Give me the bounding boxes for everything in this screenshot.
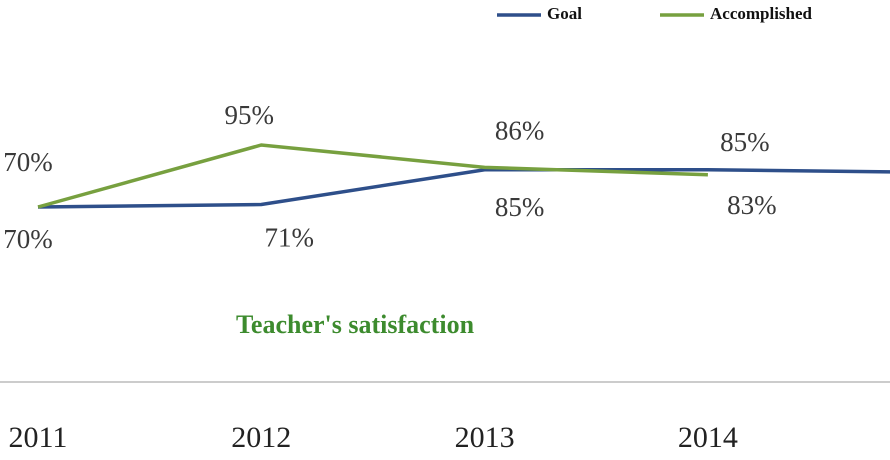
data-label: 85% (720, 127, 770, 157)
x-tick-label: 2012 (231, 421, 291, 454)
legend-label: Goal (547, 4, 582, 23)
series-line (37, 168, 890, 209)
data-label: 70% (3, 224, 53, 254)
data-label: 70% (3, 147, 53, 177)
x-tick-label: 2011 (9, 421, 68, 454)
series-line (37, 143, 708, 209)
data-label: 71% (265, 223, 315, 253)
data-label: 95% (225, 100, 275, 130)
data-label: 83% (727, 190, 777, 220)
data-label: 85% (495, 192, 545, 222)
data-label: 86% (495, 116, 545, 146)
x-tick-label: 2013 (455, 421, 515, 454)
legend-label: Accomplished (710, 4, 813, 23)
x-tick-label: 2014 (678, 421, 738, 454)
chart-title: Teacher's satisfaction (236, 310, 475, 339)
